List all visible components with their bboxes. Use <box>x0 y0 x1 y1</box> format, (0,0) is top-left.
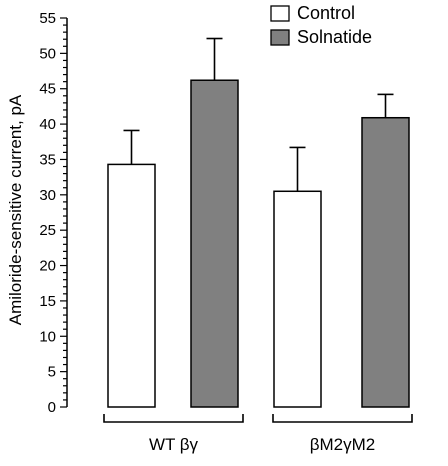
legend-label: Solnatide <box>297 27 372 47</box>
category-bracket <box>272 414 413 423</box>
bar-control <box>273 190 322 408</box>
y-tick-label: 35 <box>39 151 56 168</box>
error-bars <box>123 37 394 192</box>
legend: Control Solnatide <box>270 3 372 47</box>
bar-solnatide <box>190 79 239 408</box>
y-axis-label: Amiloride-sensitive current, pA <box>6 94 25 325</box>
bar-control <box>107 163 156 408</box>
y-tick-label: 5 <box>48 364 56 381</box>
bar-solnatide <box>361 116 410 408</box>
y-tick-label: 0 <box>48 399 56 416</box>
y-tick-label: 45 <box>39 81 56 98</box>
y-tick-label: 20 <box>39 258 56 275</box>
y-tick-label: 40 <box>39 116 56 133</box>
legend-label: Control <box>297 3 355 23</box>
y-tick-label: 55 <box>39 10 56 27</box>
category-bracket <box>103 414 244 423</box>
y-tick-label: 10 <box>39 328 56 345</box>
y-tick-label: 25 <box>39 222 56 239</box>
legend-swatch <box>270 29 290 46</box>
y-tick-label: 15 <box>39 293 56 310</box>
category-label: βM2γM2 <box>310 435 376 454</box>
category-label: WT βγ <box>149 435 199 454</box>
y-tick-label: 50 <box>39 45 56 62</box>
y-tick-label: 30 <box>39 187 56 204</box>
category-groups: WT βγ βM2γM2 <box>103 414 413 454</box>
bars <box>107 79 410 408</box>
y-axis: 0 5 10 15 20 25 30 35 40 45 50 55 <box>39 10 68 416</box>
legend-swatch <box>270 5 290 22</box>
